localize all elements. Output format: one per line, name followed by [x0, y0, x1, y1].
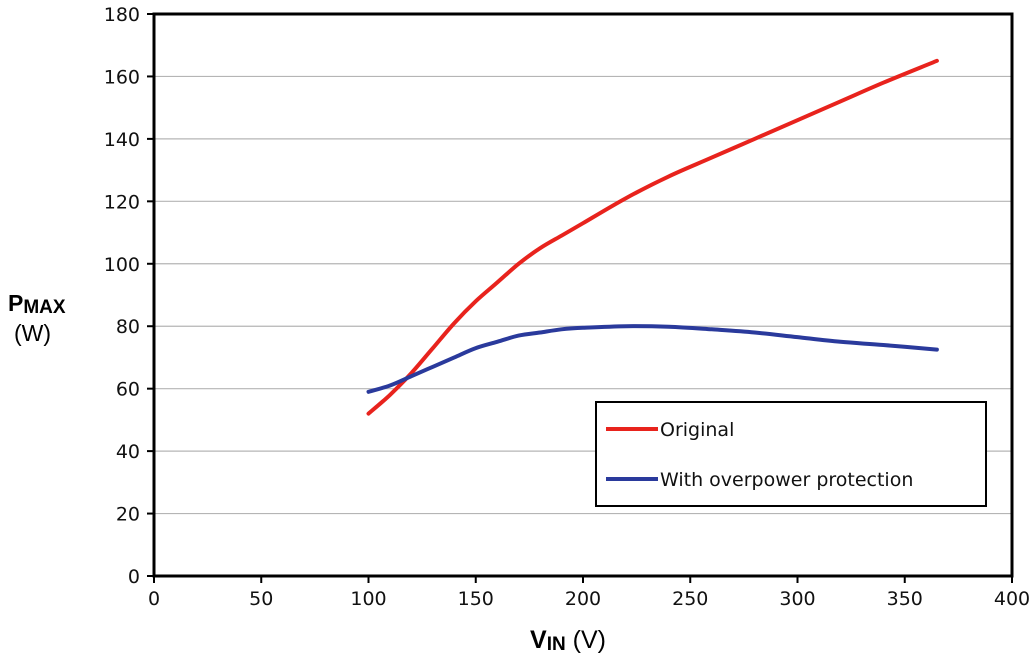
y-tick-label-140: 140 — [104, 129, 140, 151]
y-tick-label-40: 40 — [116, 441, 140, 463]
x-tick-label-50: 50 — [249, 588, 273, 610]
gridlines — [154, 75, 1012, 515]
y-axis-label-sub: MAX — [23, 297, 66, 318]
x-tick-label-200: 200 — [565, 588, 601, 610]
x-tick-label-0: 0 — [148, 588, 160, 610]
y-tick-label-160: 160 — [104, 66, 140, 88]
y-axis-label: PMAX — [8, 290, 66, 318]
x-tick-label-300: 300 — [779, 588, 815, 610]
y-axis-label-main: P — [8, 290, 24, 316]
x-axis-unit: (V) — [572, 626, 606, 654]
legend-box — [595, 401, 987, 507]
x-tick-label-350: 350 — [887, 588, 923, 610]
legend-label-original: Original — [660, 419, 734, 441]
y-tick-label-60: 60 — [116, 379, 140, 401]
y-tick-label-0: 0 — [128, 566, 140, 588]
y-tick-label-180: 180 — [104, 4, 140, 26]
series-line-original — [366, 58, 939, 416]
series-group — [366, 58, 939, 416]
x-axis-label-main: VIN — [530, 626, 566, 655]
y-tick-label-100: 100 — [104, 254, 140, 276]
y-tick-label-80: 80 — [116, 316, 140, 338]
x-tick-label-100: 100 — [350, 588, 386, 610]
x-tick-label-150: 150 — [458, 588, 494, 610]
x-tick-label-400: 400 — [994, 588, 1030, 610]
y-tick-label-20: 20 — [116, 504, 140, 526]
y-tick-label-120: 120 — [104, 191, 140, 213]
x-axis-label-letter: V — [530, 626, 547, 654]
y-axis-unit: (W) — [14, 320, 52, 346]
x-tick-label-250: 250 — [672, 588, 708, 610]
legend-label-with-overpower-protection: With overpower protection — [660, 469, 913, 491]
tick-group: 0 20 40 60 80 100 120 140 160 180 0 50 100 150 200 250 3… — [104, 4, 1030, 610]
x-axis-label-sub: IN — [546, 634, 566, 655]
series-line-with-overpower-protection — [366, 324, 939, 394]
x-axis-label: VIN (V) — [530, 626, 606, 656]
legend: Original With overpower protection — [595, 401, 987, 507]
